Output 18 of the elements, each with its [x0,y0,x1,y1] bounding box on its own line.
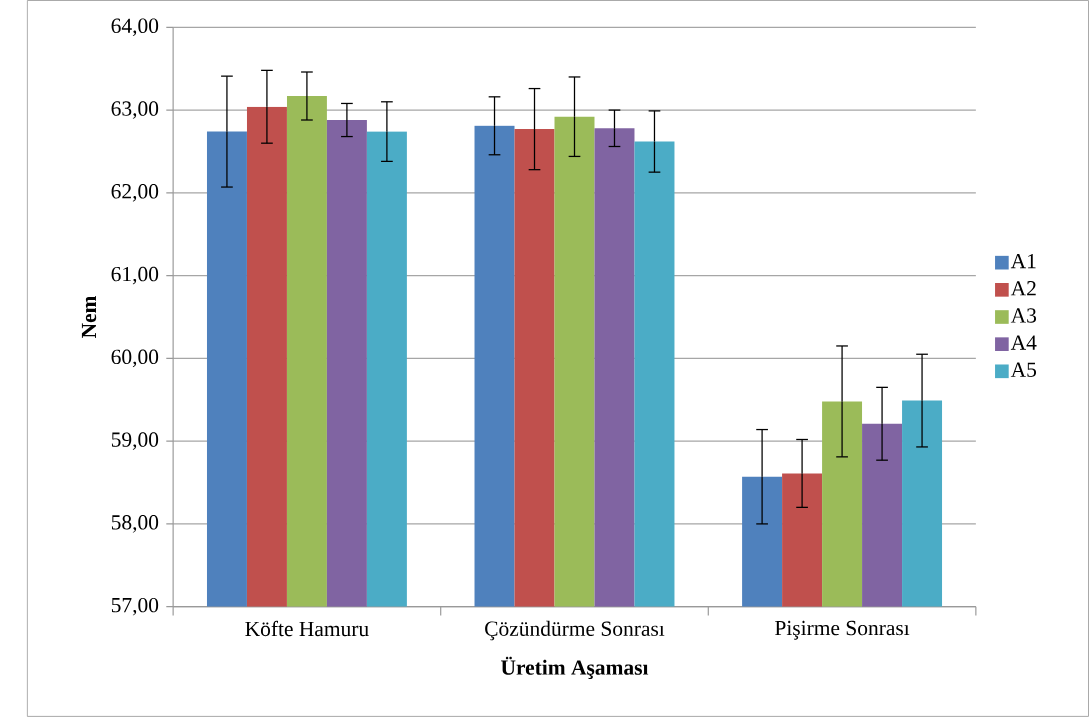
y-tick-label: 62,00 [111,184,159,202]
y-tick-label: 59,00 [111,432,159,450]
x-tick-label: Pişirme Sonrası [775,620,910,640]
y-tick-label: 64,00 [111,18,159,37]
x-tick-label: Çözündürme Sonrası [485,620,665,641]
y-tick-label: 60,00 [111,349,159,368]
y-tick-label: 57,00 [111,597,159,616]
legend-label: A1 [1010,254,1036,269]
y-tick-label: 58,00 [111,515,159,533]
y-tick-label: 63,00 [111,101,159,119]
legend-label: A4 [1010,335,1037,350]
x-axis-title: Üretim Aşaması [501,656,649,680]
legend-label: A3 [1010,308,1037,323]
y-axis-title: Nem [81,295,97,339]
legend-label: A5 [1010,362,1037,378]
x-tick-label: Köfte Hamuru [245,620,369,637]
legend-label: A2 [1010,281,1036,296]
y-tick-label: 61,00 [111,266,159,285]
